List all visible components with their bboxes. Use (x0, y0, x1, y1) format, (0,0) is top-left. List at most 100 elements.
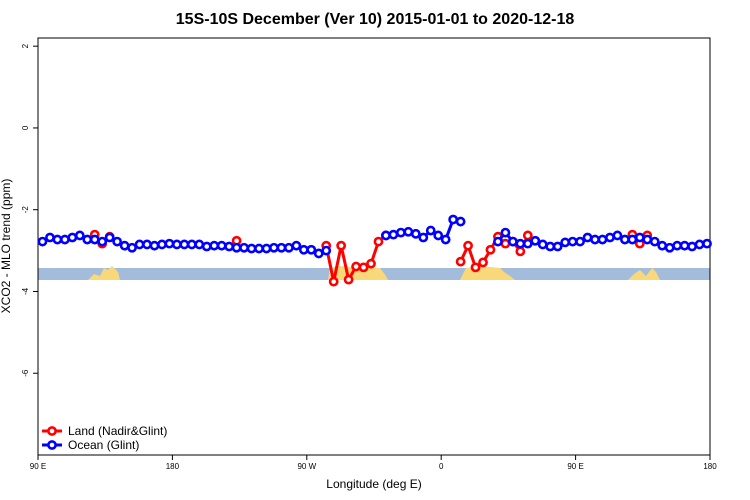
point (119, 240, 130, 251)
point (388, 229, 399, 240)
point (597, 234, 608, 245)
x-tick-label: 90 W (297, 462, 316, 471)
y-tick-label: 0 (21, 125, 30, 130)
point (231, 242, 242, 253)
point (567, 236, 578, 247)
point (455, 256, 466, 267)
point (157, 239, 167, 250)
point (336, 240, 347, 251)
point (343, 274, 354, 285)
point (590, 234, 600, 245)
point (97, 236, 108, 247)
point (201, 241, 212, 252)
point (522, 230, 533, 241)
point (679, 240, 690, 251)
x-tick-label: 90 E (567, 462, 583, 471)
point (425, 225, 436, 236)
point (134, 239, 145, 250)
point (283, 242, 294, 253)
point (328, 276, 339, 287)
point (455, 216, 466, 227)
land-ocean-strip (38, 266, 710, 280)
point (537, 239, 548, 250)
point (687, 241, 697, 252)
point (575, 236, 585, 247)
point (410, 228, 421, 239)
point (522, 238, 533, 249)
point (313, 248, 324, 259)
chart-title: 15S-10S December (Ver 10) 2015-01-01 to … (176, 11, 575, 28)
point (298, 244, 309, 255)
x-tick-label: 90 E (30, 462, 46, 471)
point (702, 238, 712, 249)
point (448, 214, 459, 225)
point (52, 234, 63, 245)
point (276, 242, 287, 253)
point (463, 240, 473, 251)
point (478, 257, 488, 268)
legend: Land (Nadir&Glint)Ocean (Glint) (42, 424, 167, 452)
y-tick-label: -2 (21, 206, 30, 214)
point (171, 239, 182, 250)
point (67, 232, 78, 243)
point (657, 240, 668, 251)
point (627, 234, 638, 245)
point (45, 232, 55, 243)
point (395, 227, 406, 238)
point (269, 242, 279, 253)
point (634, 232, 645, 243)
x-tick-label: 0 (439, 462, 444, 471)
point (59, 234, 70, 245)
point (112, 236, 123, 247)
point (612, 230, 623, 241)
point (418, 232, 429, 243)
point (470, 262, 481, 273)
point (209, 240, 220, 251)
point (560, 237, 571, 248)
point (216, 240, 227, 251)
point (485, 244, 496, 255)
x-axis-label: Longitude (deg E) (326, 477, 421, 491)
point (358, 262, 369, 273)
point (351, 261, 361, 272)
point (672, 240, 683, 251)
y-axis-label: XCO2 - MLO trend (ppm) (0, 179, 13, 314)
point (433, 230, 444, 241)
point (149, 240, 160, 251)
point (246, 243, 257, 254)
point (142, 239, 152, 250)
point (82, 234, 93, 245)
point (515, 238, 526, 249)
point (194, 239, 205, 250)
point (605, 232, 615, 243)
point (37, 236, 48, 247)
point (440, 234, 451, 245)
point (373, 236, 384, 247)
y-tick-label: -6 (21, 369, 30, 377)
point (515, 246, 526, 257)
legend-label: Land (Nadir&Glint) (68, 424, 167, 438)
point (291, 240, 302, 251)
point (500, 238, 511, 249)
point (582, 232, 593, 243)
point (224, 241, 235, 252)
point (552, 241, 563, 252)
point (619, 234, 630, 245)
y-tick-label: -4 (21, 287, 30, 295)
point (321, 245, 332, 256)
point (366, 258, 376, 269)
point (239, 242, 249, 253)
x-tick-label: 180 (166, 462, 180, 471)
point (261, 243, 272, 254)
point (500, 227, 511, 238)
legend-marker (47, 426, 57, 436)
point (530, 235, 541, 246)
point (649, 236, 660, 247)
point (254, 243, 264, 254)
legend-marker (47, 440, 57, 450)
point (493, 236, 503, 247)
point (74, 230, 85, 241)
point (89, 234, 100, 245)
point (694, 239, 705, 250)
